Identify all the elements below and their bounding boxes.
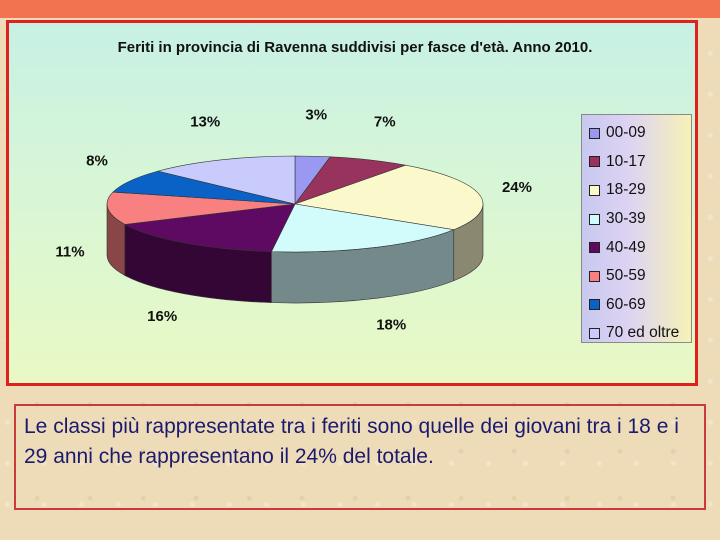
legend-label: 50-59 xyxy=(606,267,646,285)
legend-item-60-69: 60-69 xyxy=(589,291,691,320)
legend-item-30-39: 30-39 xyxy=(589,205,691,234)
legend-swatch xyxy=(589,127,600,139)
pie-slice-18-29 xyxy=(294,164,484,231)
legend-swatch xyxy=(589,327,600,339)
pie-chart: 3% 7% 24% 18% 16% 11% 8% 13% xyxy=(55,106,532,333)
legend-item-00-09: 00-09 xyxy=(589,119,691,148)
pie-slice-70-ed-oltre xyxy=(157,155,296,205)
chart-panel: Feriti in provincia di Ravenna suddivisi… xyxy=(6,20,698,386)
legend-label: 18-29 xyxy=(606,181,646,199)
chart-title: Feriti in provincia di Ravenna suddivisi… xyxy=(117,39,593,56)
legend-label: 10-17 xyxy=(606,152,646,170)
legend-label: 30-39 xyxy=(606,210,646,228)
legend-label: 60-69 xyxy=(606,295,646,313)
legend-label: 70 ed oltre xyxy=(606,324,680,342)
pie-slice-60-69 xyxy=(112,170,296,205)
legend-swatch xyxy=(589,270,600,282)
legend-label: 00-09 xyxy=(606,124,646,142)
top-decoration-bar xyxy=(0,0,720,18)
pie-label-18-29: 24% xyxy=(502,179,532,196)
legend-swatch xyxy=(589,184,600,196)
legend-item-70-ed-oltre: 70 ed oltre xyxy=(589,319,691,348)
pie-slice-40-49 xyxy=(123,203,296,252)
caption-text: Le classi più rappresentate tra i feriti… xyxy=(14,404,706,510)
pie-slice-50-59 xyxy=(106,191,296,225)
legend-swatch xyxy=(589,156,600,168)
legend-swatch xyxy=(589,242,600,254)
legend-swatch xyxy=(589,299,600,311)
pie-slice-30-39 xyxy=(270,203,455,253)
legend-item-18-29: 18-29 xyxy=(589,176,691,205)
legend-swatch xyxy=(589,213,600,225)
legend-item-40-49: 40-49 xyxy=(589,233,691,262)
pie-label-30-39: 18% xyxy=(376,316,406,333)
legend-item-10-17: 10-17 xyxy=(589,148,691,177)
legend-label: 40-49 xyxy=(606,238,646,256)
legend-item-50-59: 50-59 xyxy=(589,262,691,291)
pie-label-60-69: 8% xyxy=(86,153,108,170)
pie-label-00-09: 3% xyxy=(305,106,327,123)
chart-legend: 00-09 10-17 18-29 30-39 40-49 50-59 60-69 70 ed… xyxy=(581,114,692,343)
pie-label-10-17: 7% xyxy=(374,113,396,130)
pie-label-50-59: 11% xyxy=(55,243,84,260)
pie-label-40-49: 16% xyxy=(147,308,177,325)
pie-label-70-ed-oltre: 13% xyxy=(190,113,220,130)
